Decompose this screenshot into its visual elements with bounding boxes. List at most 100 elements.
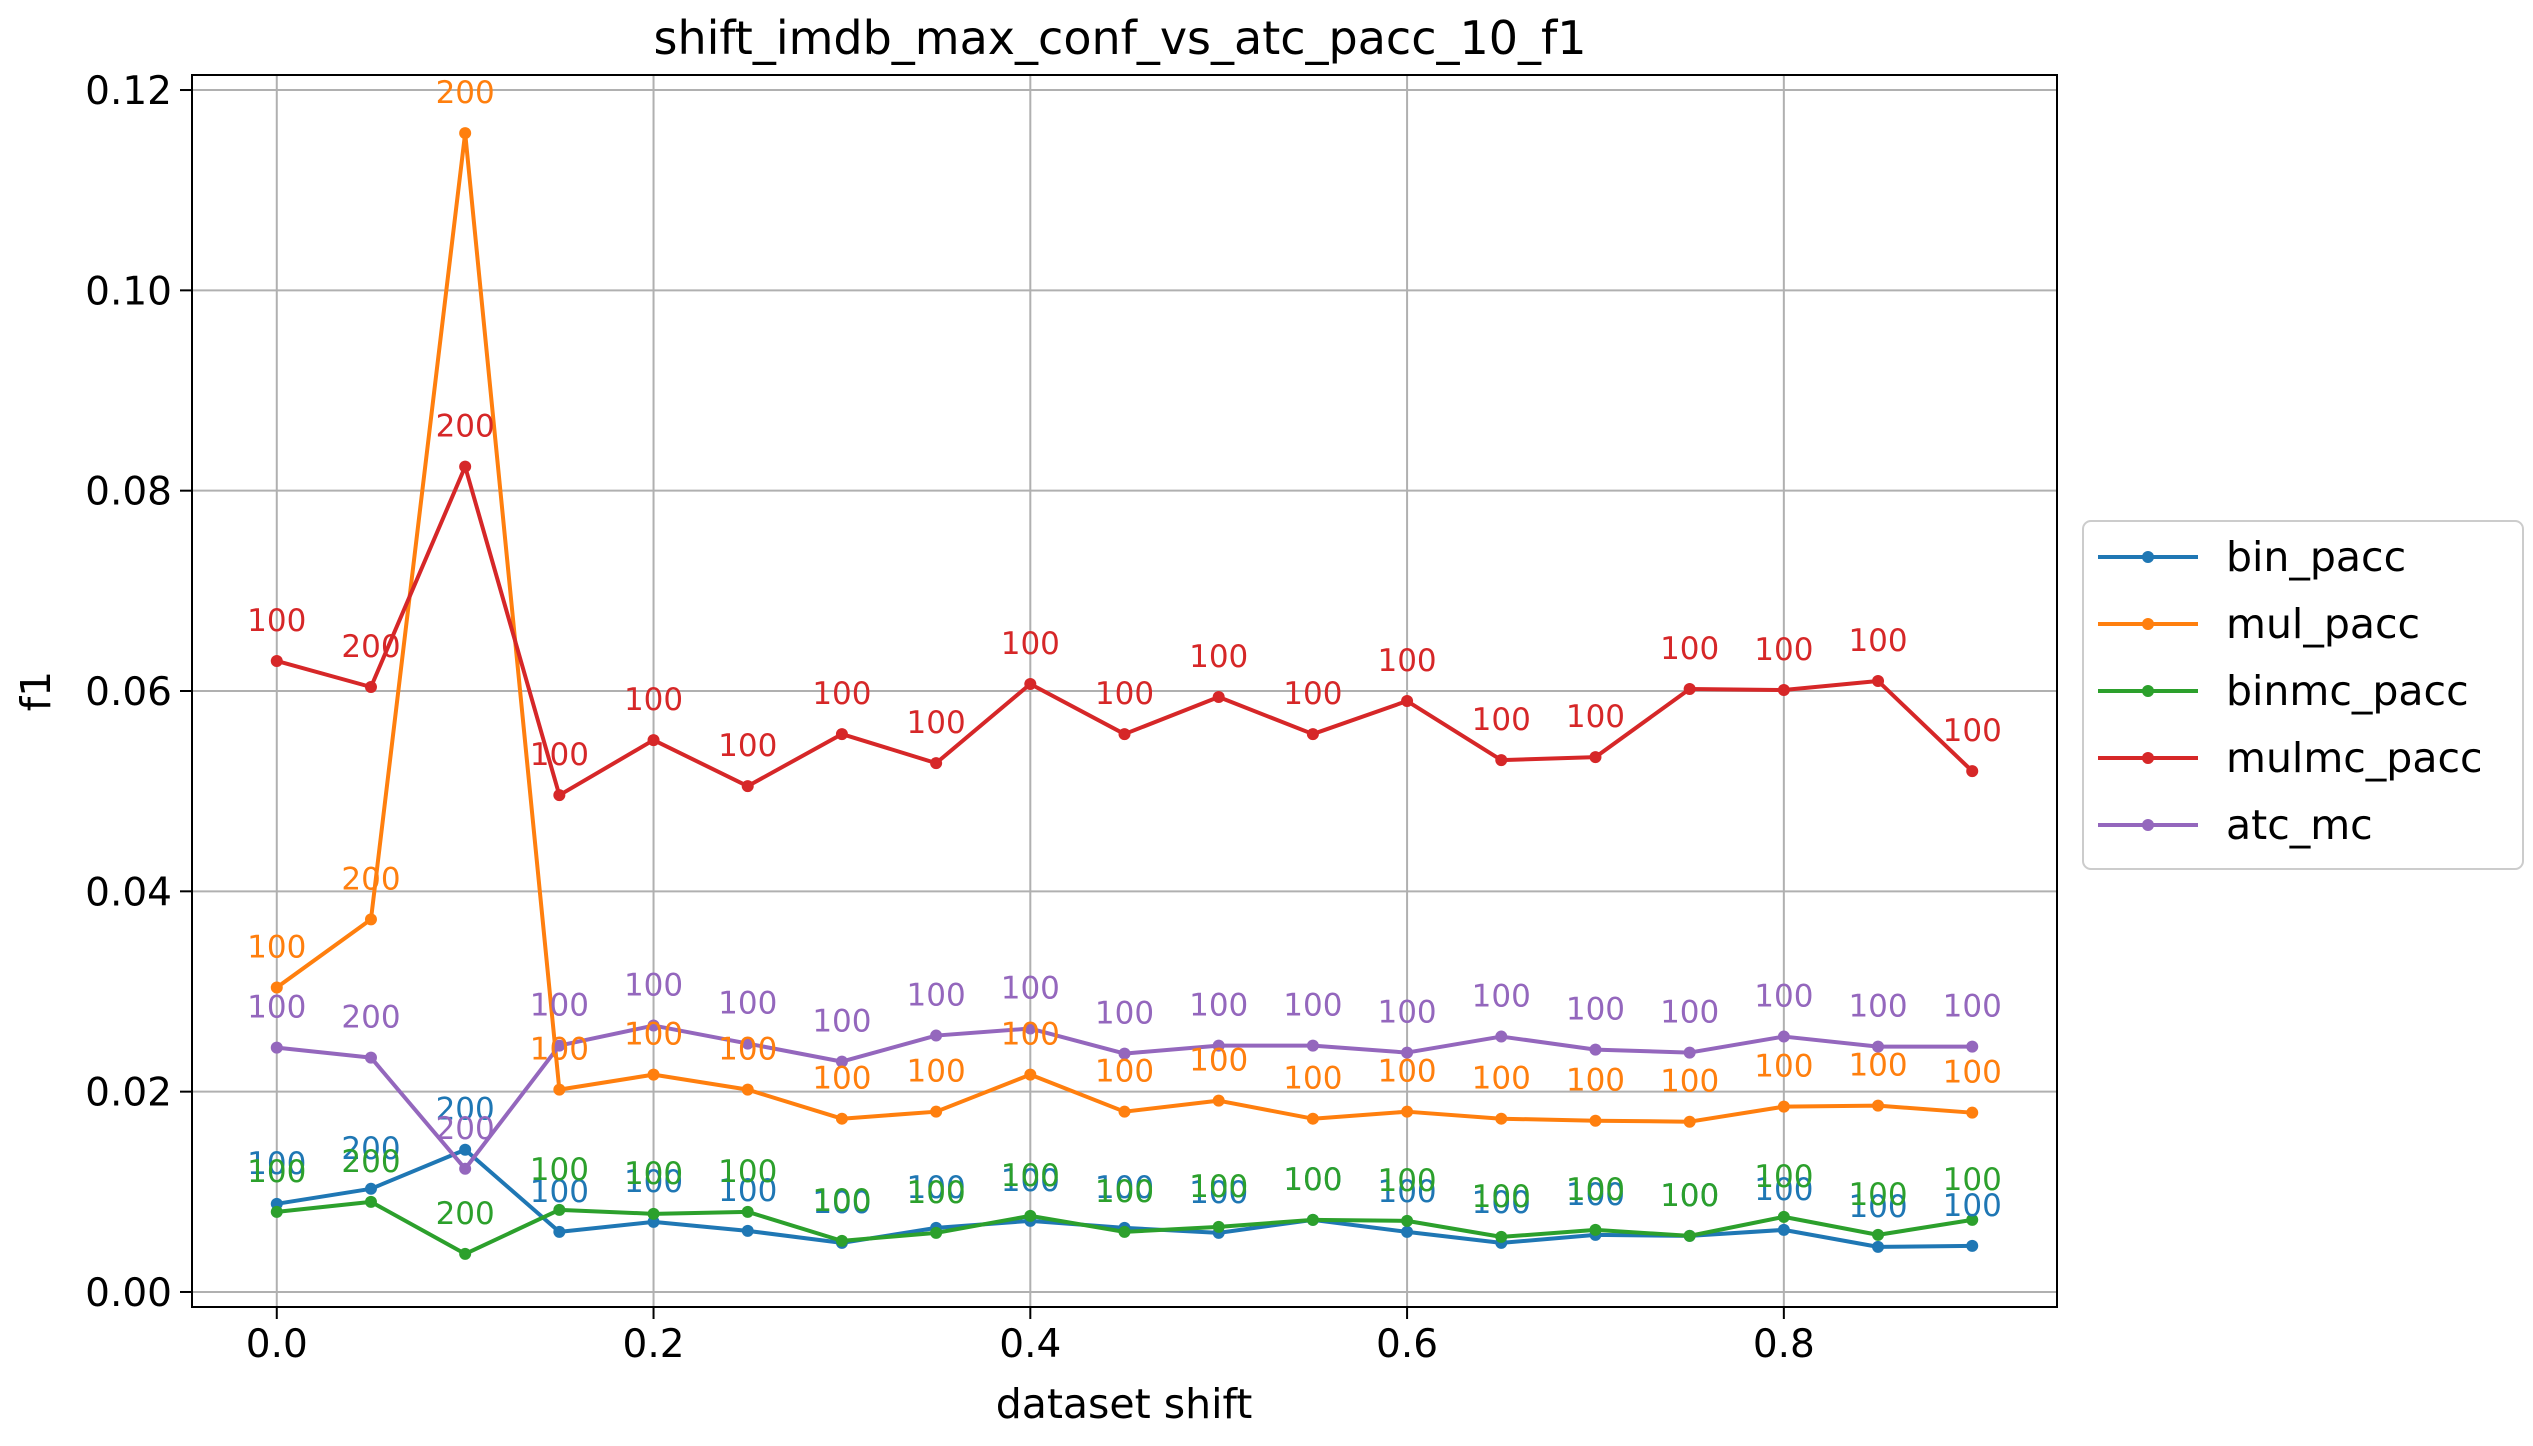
data-point-mul_pacc xyxy=(1306,1112,1319,1125)
data-label-mul_pacc: 100 xyxy=(907,1054,966,1090)
y-tick-label: 0.04 xyxy=(85,870,172,915)
y-tick-label: 0.10 xyxy=(85,269,172,314)
data-point-atc_mc xyxy=(1872,1040,1885,1053)
data-label-binmc_pacc: 100 xyxy=(624,1156,683,1192)
data-label-binmc_pacc: 100 xyxy=(1377,1163,1436,1199)
legend-marker-binmc_pacc xyxy=(2142,685,2154,697)
data-label-bin_pacc: 100 xyxy=(1377,1174,1436,1210)
data-point-binmc_pacc xyxy=(1495,1230,1508,1243)
data-label-binmc_pacc: 100 xyxy=(1943,1162,2002,1198)
data-label-mul_pacc: 100 xyxy=(1283,1061,1342,1097)
data-point-mul_pacc xyxy=(1118,1105,1131,1118)
x-tick-label: 0.2 xyxy=(623,1322,685,1367)
data-point-binmc_pacc xyxy=(835,1234,848,1247)
data-label-atc_mc: 100 xyxy=(1943,989,2002,1025)
data-label-bin_pacc: 200 xyxy=(341,1131,400,1167)
data-label-bin_pacc: 100 xyxy=(1189,1175,1248,1211)
data-label-binmc_pacc: 100 xyxy=(1566,1172,1625,1208)
data-point-atc_mc xyxy=(270,1041,283,1054)
data-label-mulmc_pacc: 100 xyxy=(812,676,871,712)
data-label-mulmc_pacc: 100 xyxy=(1848,623,1907,659)
data-label-mulmc_pacc: 100 xyxy=(624,682,683,718)
data-label-binmc_pacc: 200 xyxy=(341,1144,400,1180)
data-label-bin_pacc: 100 xyxy=(624,1164,683,1200)
data-point-mul_pacc xyxy=(930,1105,943,1118)
legend-label-atc_mc: atc_mc xyxy=(2226,801,2373,849)
data-point-atc_mc xyxy=(1212,1039,1225,1052)
data-label-atc_mc: 100 xyxy=(812,1004,871,1040)
data-point-atc_mc xyxy=(1589,1043,1602,1056)
y-tick-label: 0.12 xyxy=(85,69,172,114)
data-label-bin_pacc: 100 xyxy=(1283,1162,1342,1198)
data-label-binmc_pacc: 100 xyxy=(1095,1174,1154,1210)
data-point-binmc_pacc xyxy=(364,1195,377,1208)
data-point-mulmc_pacc xyxy=(1589,751,1602,764)
data-label-mulmc_pacc: 200 xyxy=(341,629,400,665)
data-point-binmc_pacc xyxy=(553,1203,566,1216)
data-point-atc_mc xyxy=(1401,1046,1414,1059)
data-label-bin_pacc: 100 xyxy=(812,1185,871,1221)
data-point-atc_mc xyxy=(1495,1030,1508,1043)
data-point-atc_mc xyxy=(930,1029,943,1042)
data-label-binmc_pacc: 100 xyxy=(1189,1169,1248,1205)
data-point-mul_pacc xyxy=(835,1112,848,1125)
grid-lines xyxy=(192,75,2057,1307)
data-label-atc_mc: 100 xyxy=(1095,996,1154,1032)
legend-label-mul_pacc: mul_pacc xyxy=(2226,600,2420,648)
legend-marker-mul_pacc xyxy=(2142,618,2154,630)
data-point-mulmc_pacc xyxy=(1495,754,1508,767)
data-point-mul_pacc xyxy=(270,981,283,994)
data-label-mul_pacc: 100 xyxy=(1943,1055,2002,1091)
data-point-mulmc_pacc xyxy=(270,654,283,667)
data-label-atc_mc: 200 xyxy=(341,1000,400,1036)
data-point-binmc_pacc xyxy=(1777,1210,1790,1223)
data-label-mul_pacc: 100 xyxy=(1377,1054,1436,1090)
data-label-bin_pacc: 100 xyxy=(530,1174,589,1210)
data-label-binmc_pacc: 100 xyxy=(247,1154,306,1190)
x-axis-label: dataset shift xyxy=(996,1380,1253,1428)
data-label-mulmc_pacc: 100 xyxy=(1283,676,1342,712)
data-label-mul_pacc: 200 xyxy=(341,861,400,897)
data-label-mul_pacc: 200 xyxy=(436,75,495,111)
data-point-atc_mc xyxy=(1966,1040,1979,1053)
data-point-binmc_pacc xyxy=(1589,1223,1602,1236)
data-label-atc_mc: 100 xyxy=(1754,979,1813,1015)
data-point-mulmc_pacc xyxy=(930,757,943,770)
data-point-mul_pacc xyxy=(1401,1105,1414,1118)
data-label-bin_pacc: 100 xyxy=(718,1173,777,1209)
data-label-binmc_pacc: 100 xyxy=(1848,1177,1907,1213)
data-label-binmc_pacc: 100 xyxy=(1001,1158,1060,1194)
data-point-mulmc_pacc xyxy=(459,460,472,473)
data-point-binmc_pacc xyxy=(1683,1229,1696,1242)
x-axis: 0.0 0.2 0.4 0.6 0.8 xyxy=(246,1307,1815,1367)
data-label-atc_mc: 100 xyxy=(1377,995,1436,1031)
data-label-mulmc_pacc: 100 xyxy=(1095,676,1154,712)
x-tick-label: 0.4 xyxy=(999,1322,1061,1367)
data-point-mulmc_pacc xyxy=(1683,682,1696,695)
data-point-bin_pacc xyxy=(1777,1223,1790,1236)
data-point-mulmc_pacc xyxy=(1306,728,1319,741)
data-point-binmc_pacc xyxy=(647,1207,660,1220)
data-label-bin_pacc: 100 xyxy=(1566,1177,1625,1213)
data-label-atc_mc: 100 xyxy=(1566,992,1625,1028)
data-label-binmc_pacc: 100 xyxy=(530,1152,589,1188)
legend-box xyxy=(2082,520,2524,870)
data-point-mulmc_pacc xyxy=(835,728,848,741)
data-point-binmc_pacc xyxy=(1966,1213,1979,1226)
data-point-bin_pacc xyxy=(553,1225,566,1238)
data-label-mulmc_pacc: 100 xyxy=(1943,713,2002,749)
data-point-mulmc_pacc xyxy=(647,734,660,747)
data-label-atc_mc: 100 xyxy=(1660,995,1719,1031)
data-point-mulmc_pacc xyxy=(1872,674,1885,687)
data-point-binmc_pacc xyxy=(1306,1213,1319,1226)
data-point-atc_mc xyxy=(1024,1022,1037,1035)
data-point-mulmc_pacc xyxy=(1212,691,1225,704)
data-label-binmc_pacc: 100 xyxy=(1283,1162,1342,1198)
data-label-atc_mc: 100 xyxy=(530,988,589,1024)
data-label-atc_mc: 100 xyxy=(718,986,777,1022)
y-tick-label: 0.08 xyxy=(85,470,172,515)
data-label-mulmc_pacc: 100 xyxy=(718,728,777,764)
data-label-atc_mc: 100 xyxy=(247,990,306,1026)
